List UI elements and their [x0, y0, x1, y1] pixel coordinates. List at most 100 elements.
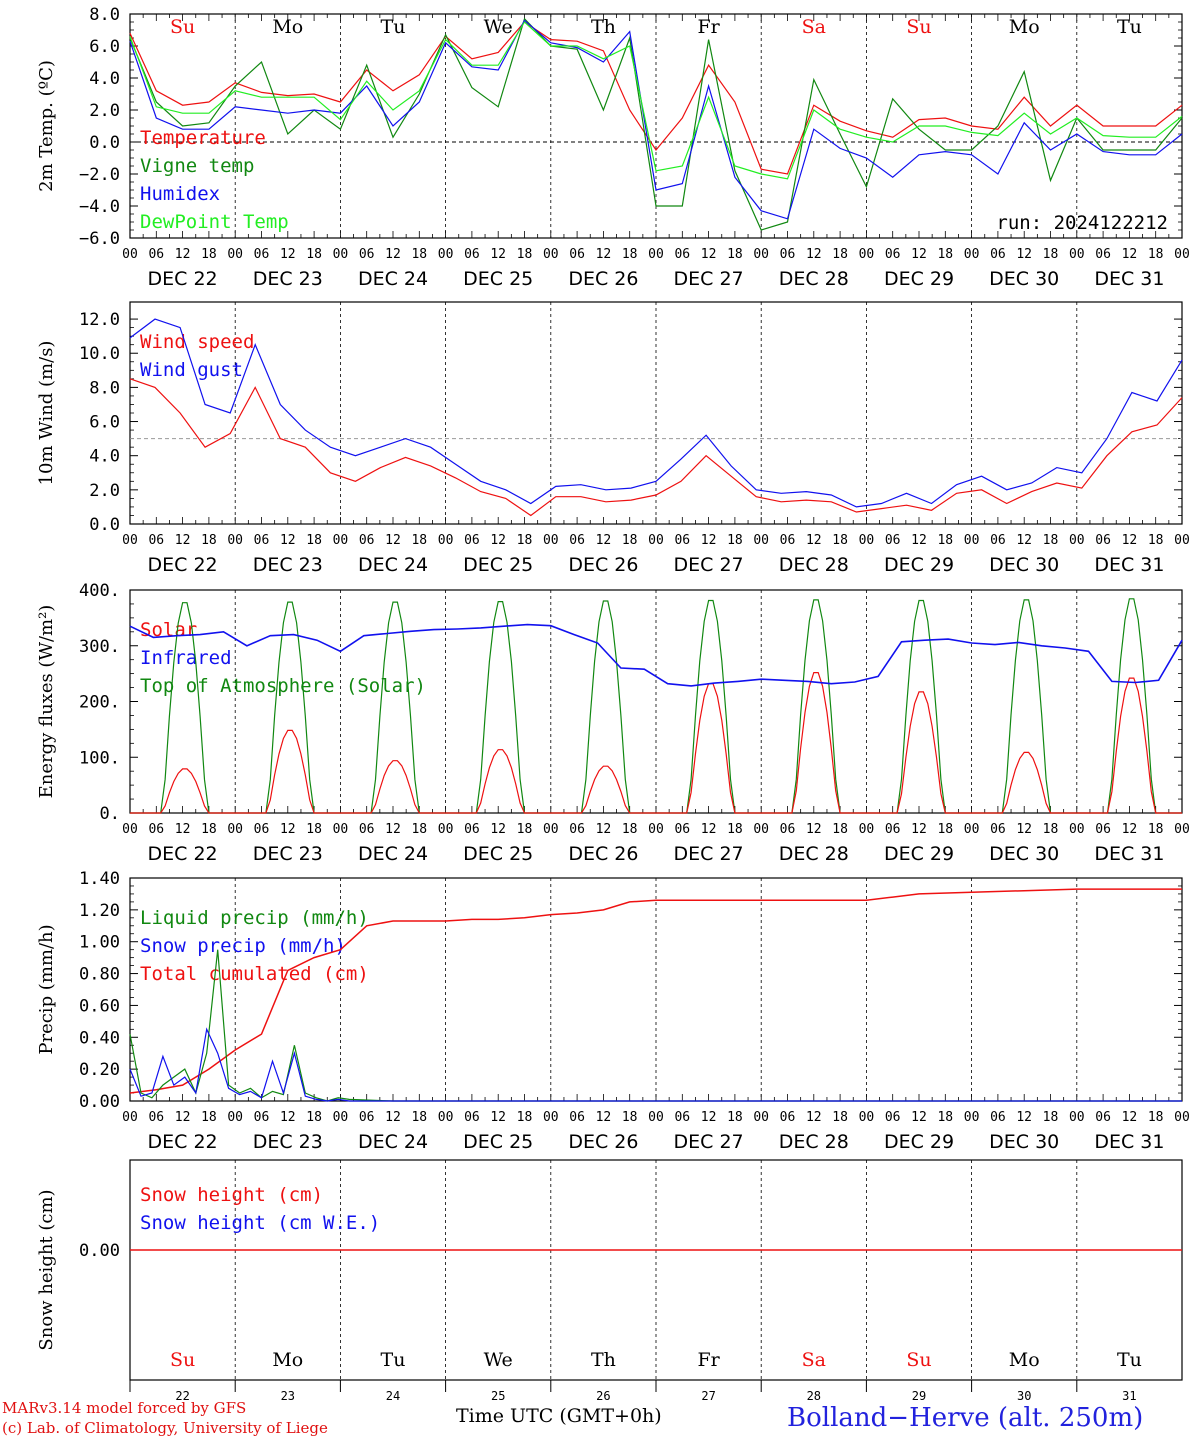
hour-label: 06 — [254, 247, 270, 262]
date-label: DEC 27 — [674, 268, 744, 290]
hour-label: 12 — [490, 1110, 506, 1125]
y-tick-label: 0.40 — [79, 1028, 120, 1048]
hour-label: 18 — [201, 1110, 217, 1125]
hour-label: 18 — [622, 247, 638, 262]
hour-label: 06 — [674, 247, 690, 262]
date-label: DEC 30 — [989, 843, 1059, 865]
y-axis-label: 2m Temp. (ºC) — [36, 60, 57, 192]
hour-label: 00 — [1069, 1110, 1085, 1125]
y-tick-label: 0.0 — [89, 515, 120, 535]
hour-label: 00 — [333, 1110, 349, 1125]
y-tick-label: 0.60 — [79, 996, 120, 1016]
weekday-label: Tu — [381, 16, 406, 38]
hour-label: 18 — [937, 533, 953, 548]
legend-vigne-temp: Vigne temp — [140, 155, 254, 177]
hour-label: 06 — [674, 822, 690, 837]
day-number: 22 — [175, 1389, 189, 1403]
hour-label: 12 — [1016, 822, 1032, 837]
date-label: DEC 24 — [358, 268, 428, 290]
hour-label: 12 — [911, 247, 927, 262]
hour-label: 06 — [569, 247, 585, 262]
hour-label: 00 — [122, 247, 138, 262]
day-number: 31 — [1122, 1389, 1136, 1403]
date-label: DEC 24 — [358, 843, 428, 865]
y-tick-label: 400. — [79, 581, 120, 601]
hour-label: 06 — [359, 822, 375, 837]
hour-label: 12 — [596, 1110, 612, 1125]
y-tick-label: 12.0 — [79, 310, 120, 330]
hour-label: 00 — [964, 533, 980, 548]
hour-label: 12 — [911, 822, 927, 837]
hour-label: 06 — [780, 247, 796, 262]
series-dewpoint-temp — [129, 21, 1183, 180]
y-tick-label: 1.00 — [79, 933, 120, 953]
series-snow-precip — [129, 1027, 1182, 1102]
hour-label: 00 — [964, 1110, 980, 1125]
date-label: DEC 26 — [568, 1131, 638, 1153]
hour-label: 06 — [569, 822, 585, 837]
hour-label: 18 — [622, 1110, 638, 1125]
legend-temperature: Temperature — [140, 127, 266, 149]
hour-label: 12 — [596, 533, 612, 548]
date-label: DEC 26 — [568, 843, 638, 865]
hour-label: 06 — [1095, 247, 1111, 262]
hour-label: 06 — [254, 1110, 270, 1125]
date-label: DEC 30 — [989, 554, 1059, 576]
hour-label: 12 — [701, 1110, 717, 1125]
date-label: DEC 31 — [1094, 1131, 1164, 1153]
weekday-label: We — [484, 1349, 513, 1371]
time-label: Time UTC (GMT+0h) — [456, 1405, 662, 1427]
hour-label: 00 — [648, 1110, 664, 1125]
y-tick-label: 1.40 — [79, 869, 120, 889]
hour-label: 12 — [1122, 1110, 1138, 1125]
hour-label: 00 — [753, 247, 769, 262]
hour-label: 18 — [832, 533, 848, 548]
hour-label: 00 — [753, 533, 769, 548]
weekday-label: Fr — [697, 1349, 720, 1371]
hour-label: 00 — [648, 822, 664, 837]
hour-label: 00 — [438, 1110, 454, 1125]
hour-label: 06 — [990, 822, 1006, 837]
hour-label: 06 — [780, 822, 796, 837]
hour-label: 18 — [622, 822, 638, 837]
hour-label: 00 — [859, 822, 875, 837]
hour-label: 00 — [122, 1110, 138, 1125]
hour-label: 06 — [780, 1110, 796, 1125]
date-label: DEC 31 — [1094, 843, 1164, 865]
hour-label: 18 — [517, 533, 533, 548]
hour-label: 00 — [964, 822, 980, 837]
y-tick-label: 4.0 — [89, 447, 120, 467]
hour-label: 06 — [148, 247, 164, 262]
date-label: DEC 24 — [358, 554, 428, 576]
hour-label: 00 — [333, 822, 349, 837]
day-number: 26 — [596, 1389, 610, 1403]
hour-label: 18 — [306, 533, 322, 548]
date-label: DEC 28 — [779, 843, 849, 865]
y-tick-label: 2.0 — [89, 101, 120, 121]
date-label: DEC 25 — [463, 843, 533, 865]
hour-label: 06 — [1095, 1110, 1111, 1125]
legend-wind-speed: Wind speed — [140, 331, 254, 353]
hour-label: 18 — [201, 822, 217, 837]
hour-label: 00 — [122, 533, 138, 548]
hour-label: 06 — [148, 822, 164, 837]
hour-label: 00 — [543, 1110, 559, 1125]
hour-label: 18 — [411, 1110, 427, 1125]
hour-label: 00 — [438, 533, 454, 548]
date-label: DEC 28 — [779, 1131, 849, 1153]
hour-label: 12 — [806, 1110, 822, 1125]
date-label: DEC 25 — [463, 268, 533, 290]
date-label: DEC 23 — [253, 843, 323, 865]
date-label: DEC 23 — [253, 1131, 323, 1153]
hour-label: 06 — [885, 822, 901, 837]
date-label: DEC 24 — [358, 1131, 428, 1153]
hour-label: 12 — [1122, 533, 1138, 548]
hour-label: 12 — [1016, 533, 1032, 548]
hour-label: 12 — [806, 822, 822, 837]
hour-label: 00 — [333, 533, 349, 548]
weekday-label: Mo — [1009, 16, 1040, 38]
legend-liquid-precip-mm-h-: Liquid precip (mm/h) — [140, 907, 369, 929]
hour-label: 12 — [280, 533, 296, 548]
legend-wind-gust: Wind gust — [140, 359, 243, 381]
